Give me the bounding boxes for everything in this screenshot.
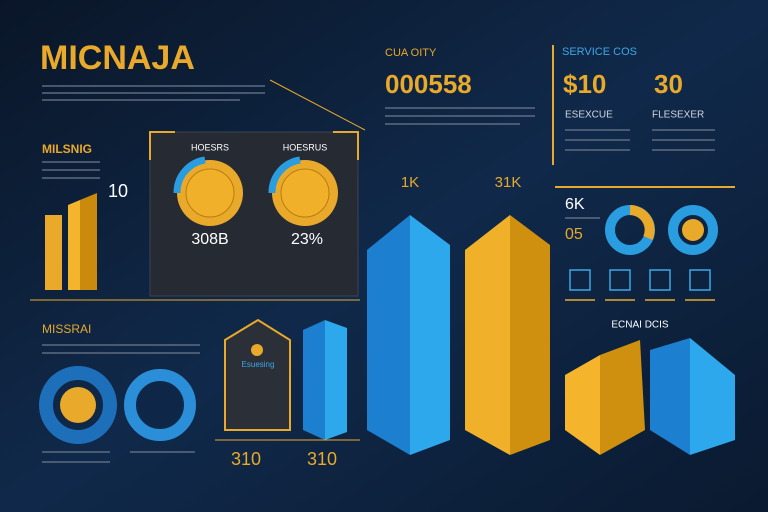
panel-value: 23% xyxy=(291,231,323,248)
donut xyxy=(39,366,117,444)
panel-header: HOESRS xyxy=(191,142,229,152)
service-value: $10 xyxy=(563,69,606,99)
stat-label: CUA OITY xyxy=(385,47,437,59)
panel-corner xyxy=(149,131,359,160)
stat-value: 000558 xyxy=(385,69,472,99)
donut xyxy=(268,156,338,226)
donut xyxy=(124,369,196,441)
left-value: 10 xyxy=(108,181,128,201)
bar-gold xyxy=(465,215,550,455)
service-caption: FLESEXER xyxy=(652,110,704,121)
right-value: 6K xyxy=(565,196,585,213)
service-label: SERVICE COS xyxy=(562,46,637,58)
small-donut xyxy=(605,205,655,255)
bar-blue-small xyxy=(303,320,347,440)
service-value: 30 xyxy=(654,69,683,99)
card xyxy=(224,318,291,431)
bar-blue xyxy=(367,215,450,455)
bar-label: 1K xyxy=(401,174,419,191)
left-label: MILSNIG xyxy=(42,142,92,156)
card-label: Esuesing xyxy=(242,360,275,369)
right-sub: 05 xyxy=(565,226,583,243)
title: MICNAJA xyxy=(40,39,195,77)
right-caption: ECNAI DCIS xyxy=(611,320,669,331)
panel-header: HOESRUS xyxy=(283,142,328,152)
bottom-value: 310 xyxy=(231,449,261,469)
left-bars xyxy=(45,193,97,290)
bar-label: 31K xyxy=(495,174,522,191)
divider xyxy=(269,79,366,131)
service-caption: ESEXCUE xyxy=(565,110,613,121)
blocks xyxy=(565,338,735,455)
donut xyxy=(173,156,243,226)
small-donut xyxy=(668,205,718,255)
icon-row xyxy=(565,269,715,301)
bottom-label: MISSRAI xyxy=(42,322,91,336)
filler-lines xyxy=(42,85,715,463)
bottom-value: 310 xyxy=(307,449,337,469)
panel-value: 308B xyxy=(191,231,228,248)
